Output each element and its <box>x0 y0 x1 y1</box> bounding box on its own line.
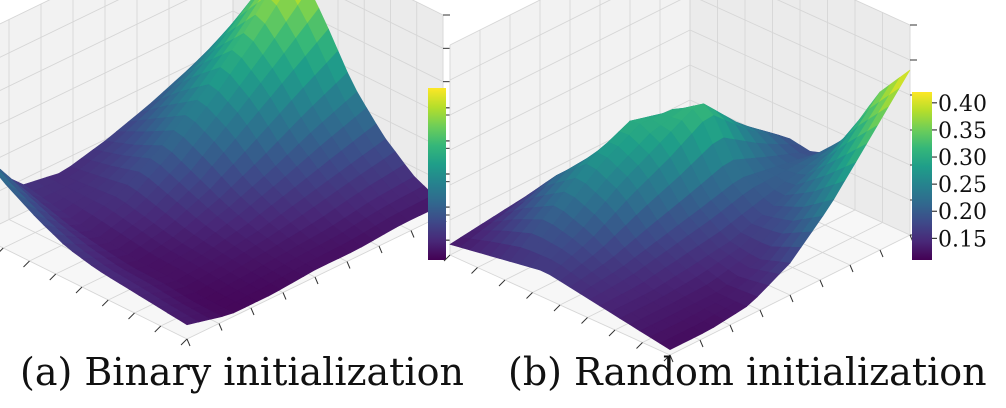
panel-random-initialization: 0.150.200.250.300.350.40 <box>443 0 987 363</box>
surface-patch <box>294 0 303 7</box>
surface <box>0 0 444 326</box>
surface-patch <box>176 316 200 326</box>
colorbar: 0.150.200.250.300.350.40 <box>912 92 987 260</box>
caption-binary-initialization: (a) Binary initialization <box>20 350 464 394</box>
colorbar-tick-label: 0.40 <box>938 92 987 117</box>
colorbar-tick-label: 0.15 <box>938 227 987 252</box>
colorbar-gradient <box>912 92 932 260</box>
surface-patch <box>659 337 682 351</box>
colorbar-tick-label: 0.35 <box>938 119 987 144</box>
surface <box>449 69 911 351</box>
colorbar-tick-label: 0.20 <box>938 200 987 225</box>
colorbar-tick-label: 0.30 <box>938 146 987 171</box>
left-wall-pane <box>0 0 233 224</box>
panel-binary-initialization: 0.010.020.030.040.05 <box>0 0 502 347</box>
colorbar-gradient <box>428 88 446 260</box>
colorbar-tick-label: 0.25 <box>938 173 987 198</box>
caption-random-initialization: (b) Random initialization <box>508 350 987 394</box>
